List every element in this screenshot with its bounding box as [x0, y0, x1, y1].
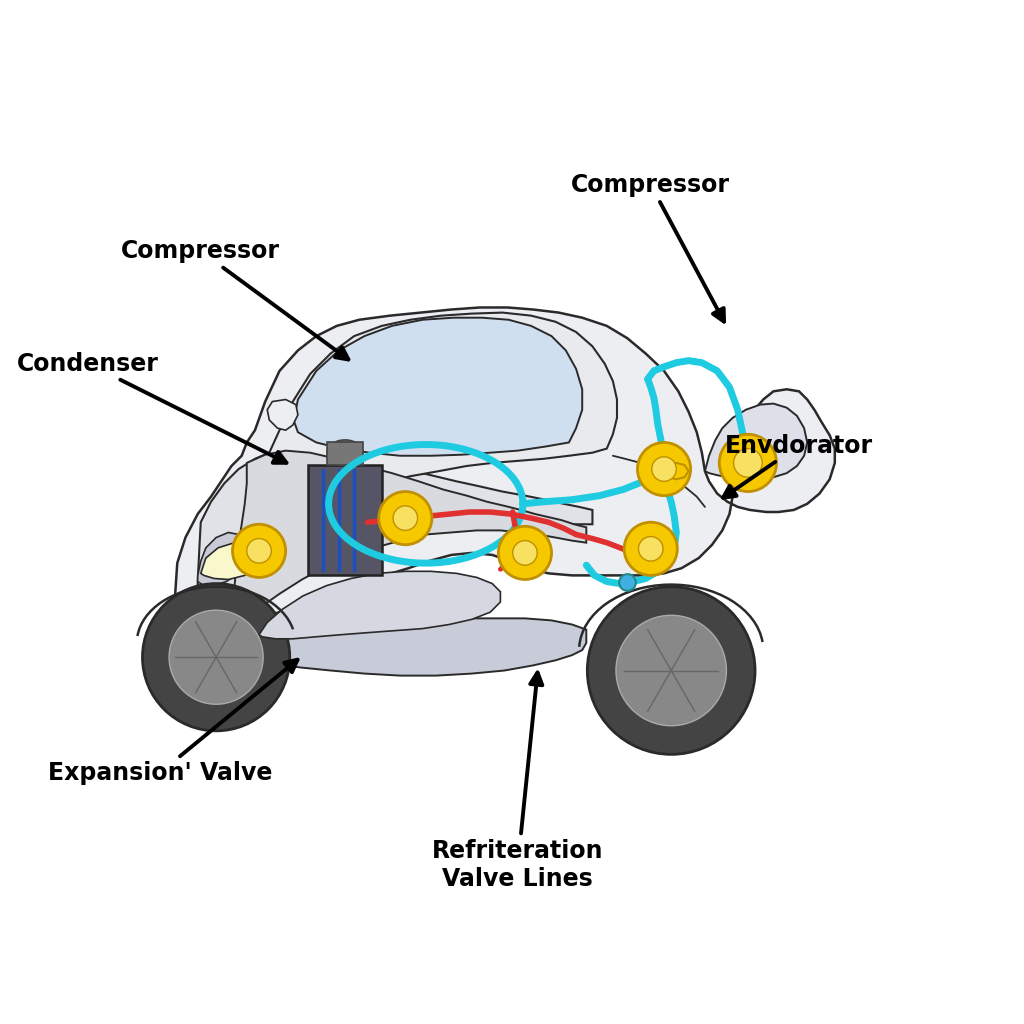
Text: Condenser: Condenser	[17, 351, 287, 463]
Circle shape	[616, 615, 726, 726]
Text: Envdorator: Envdorator	[723, 433, 873, 498]
Polygon shape	[198, 451, 593, 623]
Polygon shape	[267, 399, 298, 430]
Circle shape	[588, 587, 755, 755]
Circle shape	[651, 457, 676, 481]
Circle shape	[625, 522, 677, 575]
Circle shape	[638, 442, 690, 496]
Polygon shape	[705, 403, 807, 479]
Circle shape	[733, 449, 762, 477]
Circle shape	[247, 539, 271, 563]
Polygon shape	[201, 543, 257, 580]
FancyBboxPatch shape	[383, 502, 420, 532]
Circle shape	[379, 492, 432, 545]
Polygon shape	[293, 317, 583, 456]
Text: Refriteration
Valve Lines: Refriteration Valve Lines	[432, 673, 603, 891]
Text: Expansion' Valve: Expansion' Valve	[48, 659, 298, 784]
Polygon shape	[194, 618, 587, 676]
Circle shape	[499, 526, 552, 580]
Polygon shape	[259, 571, 501, 639]
Polygon shape	[269, 312, 617, 516]
Polygon shape	[660, 463, 688, 479]
Circle shape	[169, 610, 263, 705]
Circle shape	[393, 506, 418, 530]
FancyBboxPatch shape	[308, 465, 382, 575]
Polygon shape	[234, 451, 587, 618]
Polygon shape	[198, 532, 249, 586]
Circle shape	[142, 584, 290, 731]
Text: Compressor: Compressor	[571, 173, 730, 322]
Text: Compressor: Compressor	[121, 240, 348, 359]
Ellipse shape	[327, 440, 362, 466]
Polygon shape	[175, 307, 835, 650]
Circle shape	[513, 541, 538, 565]
Circle shape	[232, 524, 286, 578]
Circle shape	[719, 434, 776, 492]
Circle shape	[638, 537, 663, 561]
FancyBboxPatch shape	[327, 442, 364, 465]
